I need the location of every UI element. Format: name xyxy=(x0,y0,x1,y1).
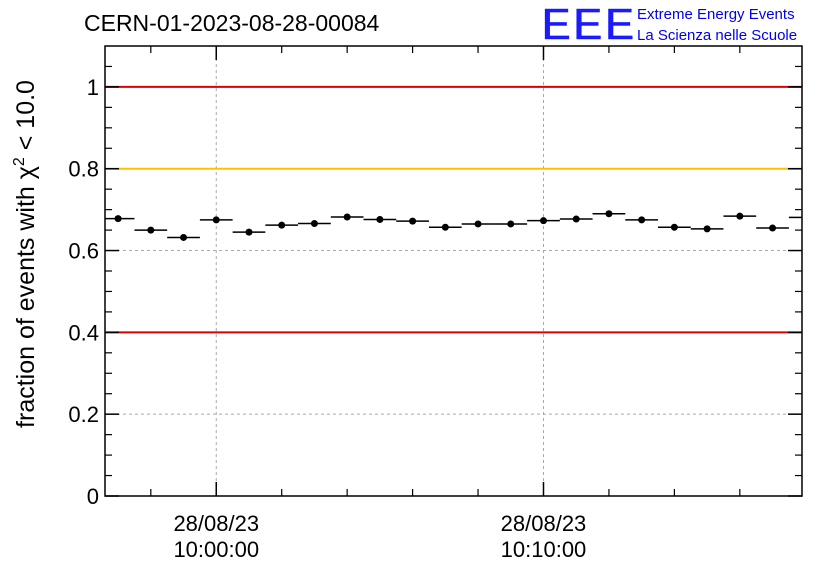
data-point xyxy=(114,215,122,223)
y-axis-label-chi: χ xyxy=(12,166,40,179)
data-point xyxy=(539,217,547,225)
eee-logo-letters: EEE xyxy=(541,0,636,50)
data-point xyxy=(212,216,220,224)
data-points xyxy=(105,210,802,241)
grid-layer xyxy=(105,46,802,496)
data-point xyxy=(474,220,482,228)
data-point xyxy=(670,223,678,231)
data-point xyxy=(605,210,613,218)
y-tick-label: 0 xyxy=(87,484,99,509)
data-point xyxy=(572,215,580,223)
data-point xyxy=(638,216,646,224)
data-point xyxy=(376,215,384,223)
data-point xyxy=(310,220,318,228)
y-axis-label-exponent: 2 xyxy=(11,157,28,166)
x-tick-label-time: 10:00:00 xyxy=(173,537,259,562)
data-point xyxy=(769,224,777,232)
plot-frame xyxy=(104,45,803,497)
x-tick-label-date: 28/08/23 xyxy=(501,511,587,536)
data-point xyxy=(147,226,155,234)
data-point xyxy=(343,213,351,221)
y-tick-label: 0.8 xyxy=(68,157,99,182)
y-axis-label-suffix: < 10.0 xyxy=(12,80,40,157)
y-tick-label: 0.6 xyxy=(68,239,99,264)
y-axis-label: fraction of events with χ2 < 10.0 xyxy=(11,80,40,428)
data-point xyxy=(409,217,417,225)
y-tick-label: 0.4 xyxy=(68,320,99,345)
y-tick-label: 0.2 xyxy=(68,402,99,427)
reference-lines xyxy=(105,85,802,334)
data-point xyxy=(507,220,515,228)
data-point xyxy=(278,221,286,229)
y-tick-label: 1 xyxy=(87,75,99,100)
data-point xyxy=(703,225,711,233)
chart-title: CERN-01-2023-08-28-00084 xyxy=(84,10,380,36)
logo-line-1: Extreme Energy Events xyxy=(637,6,795,23)
data-point xyxy=(441,223,449,231)
data-point xyxy=(736,212,744,220)
logo-line-2: La Scienza nelle Scuole xyxy=(637,27,797,44)
x-tick-label-time: 10:10:00 xyxy=(501,537,587,562)
data-point xyxy=(245,228,253,236)
y-axis-label-prefix: fraction of events with xyxy=(12,179,40,428)
x-tick-label-date: 28/08/23 xyxy=(173,511,259,536)
axis-layer: 00.20.40.60.8128/08/2310:00:0028/08/2310… xyxy=(68,46,802,562)
data-point xyxy=(180,233,188,241)
